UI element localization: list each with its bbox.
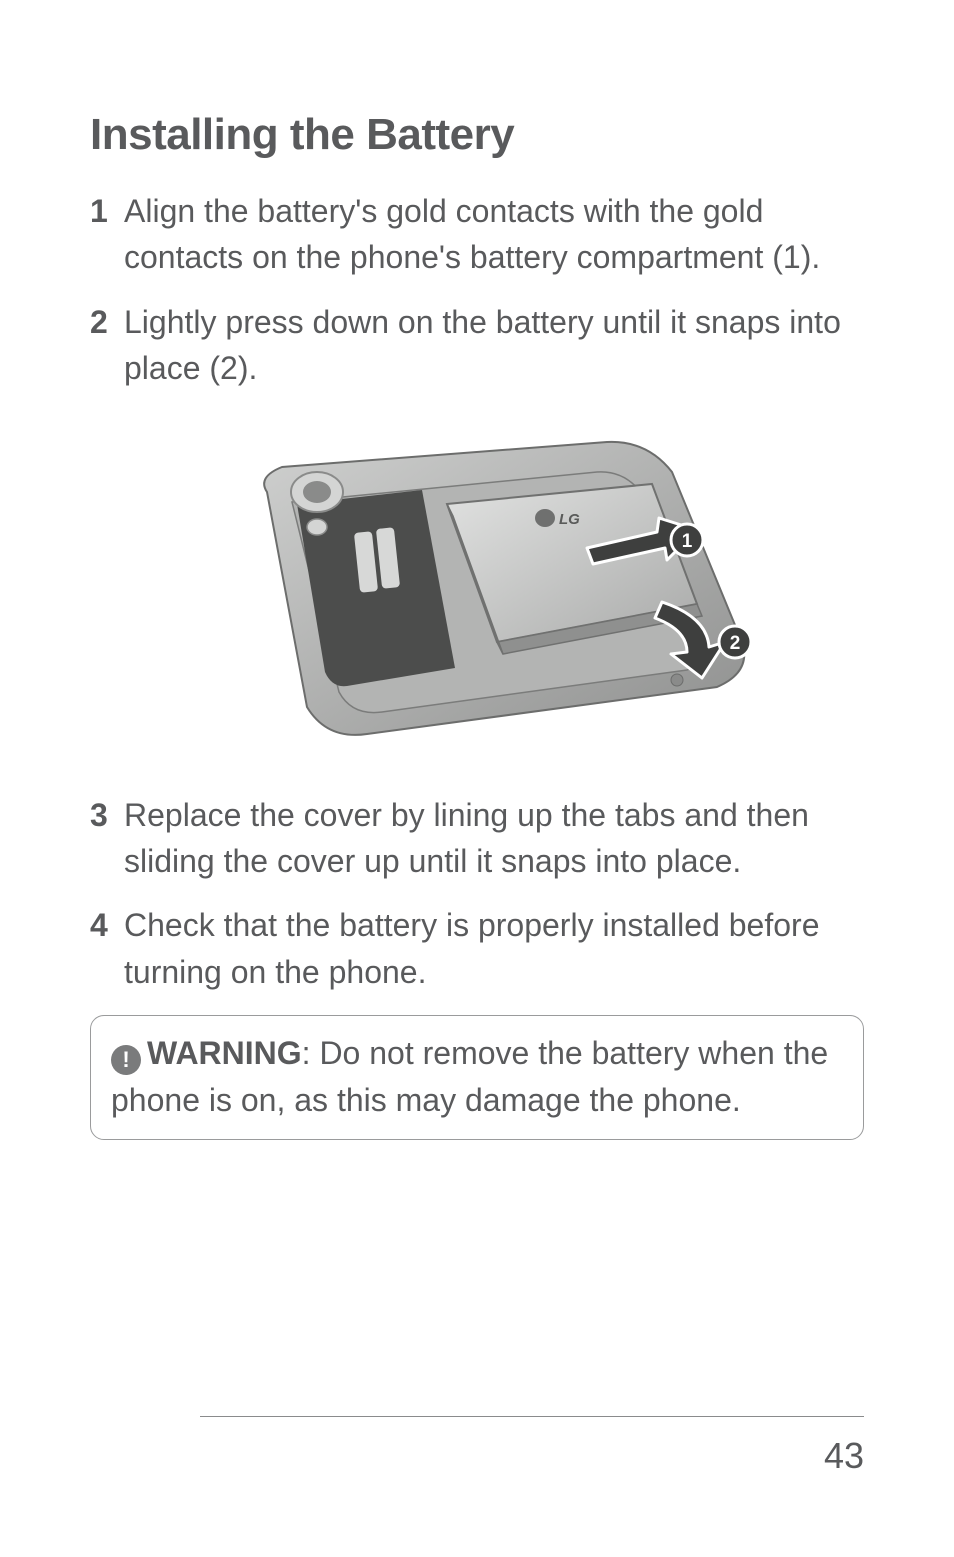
step-text: Replace the cover by lining up the tabs … [124, 792, 864, 885]
step-number: 4 [90, 902, 124, 995]
step-number: 3 [90, 792, 124, 885]
callout-1: 1 [671, 524, 703, 556]
svg-text:1: 1 [682, 531, 693, 552]
step-4: 4 Check that the battery is properly ins… [90, 902, 864, 995]
battery-install-illustration: LG 1 2 [90, 422, 864, 752]
step-text: Lightly press down on the battery until … [124, 299, 864, 392]
step-text: Check that the battery is properly insta… [124, 902, 864, 995]
brand-label: LG [559, 511, 580, 528]
step-2: 2 Lightly press down on the battery unti… [90, 299, 864, 392]
callout-2: 2 [719, 626, 751, 658]
phone-diagram-svg: LG 1 2 [197, 432, 757, 742]
page-heading: Installing the Battery [90, 110, 864, 160]
page-number: 43 [824, 1435, 864, 1477]
warning-box: !WARNING: Do not remove the battery when… [90, 1015, 864, 1140]
step-3: 3 Replace the cover by lining up the tab… [90, 792, 864, 885]
step-number: 2 [90, 299, 124, 392]
warning-label: WARNING [147, 1035, 302, 1071]
step-text: Align the battery's gold contacts with t… [124, 188, 864, 281]
step-1: 1 Align the battery's gold contacts with… [90, 188, 864, 281]
warning-icon: ! [111, 1045, 141, 1075]
svg-text:2: 2 [730, 633, 741, 654]
footer-rule [200, 1416, 864, 1418]
step-number: 1 [90, 188, 124, 281]
